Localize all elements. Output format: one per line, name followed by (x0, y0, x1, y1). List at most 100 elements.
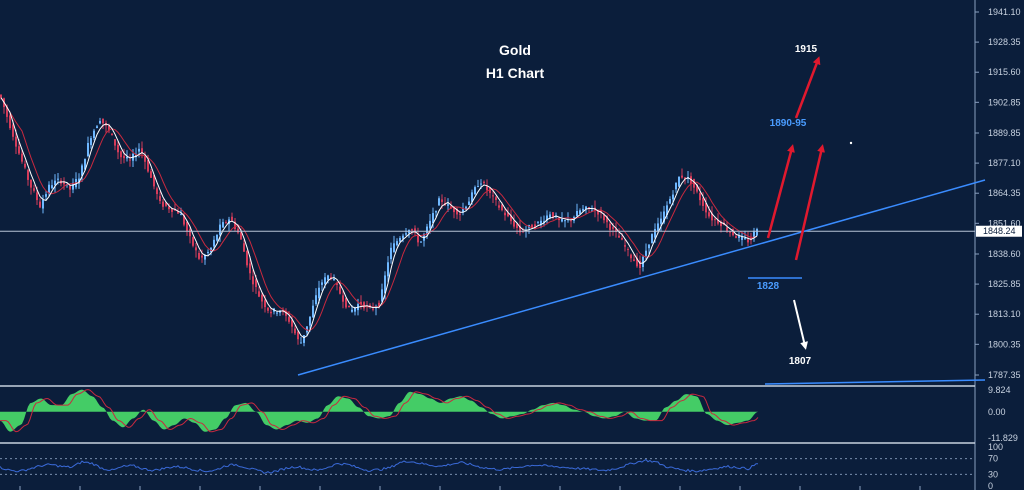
candle-body (426, 226, 428, 234)
candle-body (486, 185, 488, 191)
candle-body (117, 144, 119, 153)
candle-body (18, 146, 20, 154)
candle-body (564, 220, 566, 222)
candle-body (414, 228, 416, 233)
price-tick-label: 1813.10 (988, 309, 1021, 319)
candle-body (498, 205, 500, 208)
macd-tick-label: 0.00 (988, 407, 1006, 417)
candle-body (42, 199, 44, 209)
moving-average-fast (0, 97, 758, 339)
candle-body (561, 219, 563, 222)
candle-body (54, 180, 56, 185)
candle-body (648, 244, 650, 249)
candle-body (435, 211, 437, 213)
candle-body (84, 158, 86, 170)
candle-body (297, 331, 299, 340)
candle-body (9, 115, 11, 129)
up-arrow-right (794, 144, 825, 261)
candle-body (654, 229, 656, 238)
price-tick-label: 1851.60 (988, 218, 1021, 228)
candle-body (513, 220, 515, 227)
rsi-tick-label: 70 (988, 454, 998, 464)
candle-body (510, 215, 512, 222)
candle-body (441, 199, 443, 202)
macd-tick-label: -11.829 (988, 433, 1018, 443)
candle-body (711, 213, 713, 221)
current-price-label: 1848.24 (983, 226, 1016, 236)
candle-body (345, 297, 347, 308)
candle-body (321, 282, 323, 285)
candle-body (468, 201, 470, 206)
candle-body (6, 106, 8, 117)
candle-body (396, 241, 398, 246)
candle-body (552, 212, 554, 218)
candle-body (333, 279, 335, 281)
candle-body (717, 219, 719, 224)
candle-body (378, 302, 380, 307)
rsi-series-line (0, 458, 759, 474)
candle-body (405, 233, 407, 235)
candle-body (459, 213, 461, 215)
candle-body (453, 207, 455, 213)
candle-body (609, 223, 611, 230)
candle-body (201, 255, 203, 258)
candle-body (627, 248, 629, 250)
candle-body (501, 204, 503, 211)
candle-body (222, 222, 224, 228)
candle-body (633, 259, 635, 262)
candle-body (708, 212, 710, 217)
candle-body (411, 229, 413, 231)
candle-body (126, 156, 128, 159)
candle-body (102, 118, 104, 124)
target-1915-label: 1915 (795, 44, 818, 55)
candle-body (537, 221, 539, 223)
candle-body (753, 231, 755, 239)
candle-body (213, 239, 215, 247)
chart-title: Gold (499, 42, 531, 58)
candle-body (630, 254, 632, 259)
candle-body (546, 215, 548, 221)
price-tick-label: 1889.85 (988, 128, 1021, 138)
candle-body (672, 194, 674, 200)
candle-body (189, 228, 191, 237)
candle-body (186, 221, 188, 232)
candle-body (237, 228, 239, 233)
candle-body (666, 205, 668, 216)
candle-body (36, 192, 38, 201)
candle-body (516, 223, 518, 229)
candle-body (138, 148, 140, 152)
up-arrow-left (766, 144, 795, 239)
candle-body (456, 209, 458, 215)
target-1890-95-label: 1890-95 (770, 118, 807, 129)
marker-dot (849, 141, 853, 145)
candle-body (384, 275, 386, 294)
candle-body (291, 319, 293, 327)
candle-body (507, 212, 509, 217)
candle-body (123, 155, 125, 159)
down-arrow (793, 299, 808, 350)
candle-body (684, 177, 686, 180)
candle-body (147, 160, 149, 172)
candle-body (30, 179, 32, 188)
candle-body (48, 184, 50, 194)
candle-body (534, 224, 536, 228)
candle-body (363, 302, 365, 309)
candle-body (63, 182, 65, 185)
rsi-tick-label: 100 (988, 442, 1003, 452)
candle-body (57, 178, 59, 180)
candle-body (624, 245, 626, 247)
macd-histogram-area (0, 389, 758, 432)
candle-body (288, 317, 290, 322)
candle-body (540, 220, 542, 225)
candle-body (432, 213, 434, 223)
candle-body (300, 342, 302, 344)
candle-body (81, 165, 83, 176)
candle-body (294, 328, 296, 334)
candle-body (306, 326, 308, 333)
candle-body (438, 198, 440, 206)
candle-body (234, 221, 236, 230)
candle-body (621, 237, 623, 240)
candle-body (15, 136, 17, 147)
candle-body (78, 178, 80, 184)
candle-body (309, 316, 311, 326)
